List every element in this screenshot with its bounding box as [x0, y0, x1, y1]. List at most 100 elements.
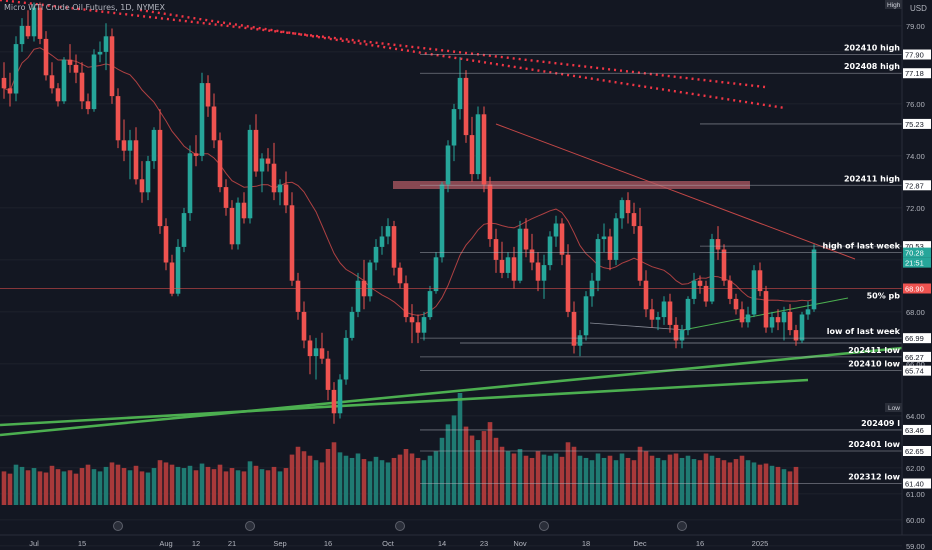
candle-body[interactable] — [157, 129, 163, 227]
candle-body[interactable] — [457, 77, 463, 110]
candle-body[interactable] — [775, 317, 781, 323]
candle-body[interactable] — [211, 106, 217, 141]
time-axis[interactable]: Jul 15 Aug 12 21 Sep 16 Oct 14 23 Nov 18 Dec 16 2025 — [0, 521, 932, 549]
candle-body[interactable] — [43, 38, 49, 76]
candle-body[interactable] — [139, 179, 145, 193]
horizontal-levels[interactable]: 202410 high 202408 high 202411 high high of… — [0, 44, 902, 484]
candle-body[interactable] — [481, 114, 487, 185]
candle-body[interactable] — [79, 72, 85, 102]
candle-body[interactable] — [625, 200, 631, 214]
candle-body[interactable] — [97, 51, 103, 55]
candle-body[interactable] — [145, 161, 151, 193]
candle-body[interactable] — [229, 207, 235, 245]
candle-body[interactable] — [445, 145, 451, 185]
candle-body[interactable] — [679, 330, 685, 341]
candle-body[interactable] — [235, 202, 241, 245]
candle-body[interactable] — [379, 236, 385, 247]
candle-body[interactable] — [49, 75, 55, 89]
candle-body[interactable] — [91, 54, 97, 110]
candle-body[interactable] — [697, 280, 703, 286]
candle-body[interactable] — [121, 140, 127, 151]
candle-body[interactable] — [709, 239, 715, 302]
candle-body[interactable] — [217, 140, 223, 188]
candle-body[interactable] — [25, 25, 31, 37]
candle-body[interactable] — [19, 25, 25, 45]
candle-body[interactable] — [103, 36, 109, 52]
candle-body[interactable] — [67, 59, 73, 65]
candle-body[interactable] — [631, 213, 637, 227]
candle-body[interactable] — [133, 140, 139, 180]
candle-body[interactable] — [541, 265, 547, 281]
candle-body[interactable] — [175, 246, 181, 294]
candle-body[interactable] — [523, 228, 529, 250]
candle-body[interactable] — [703, 285, 709, 302]
candle-body[interactable] — [583, 296, 589, 336]
candle-body[interactable] — [313, 348, 319, 357]
candle-body[interactable] — [691, 280, 697, 299]
candle-body[interactable] — [199, 83, 205, 156]
candle-body[interactable] — [421, 317, 427, 333]
candle-body[interactable] — [685, 298, 691, 331]
candle-body[interactable] — [289, 205, 295, 281]
candle-body[interactable] — [463, 77, 469, 136]
candle-body[interactable] — [307, 340, 313, 357]
candle-body[interactable] — [343, 337, 349, 380]
candle-body[interactable] — [505, 257, 511, 273]
candle-body[interactable] — [31, 7, 37, 37]
candle-body[interactable] — [811, 249, 817, 310]
candle-body[interactable] — [427, 291, 433, 318]
candle-body[interactable] — [277, 184, 283, 193]
candle-body[interactable] — [115, 96, 121, 141]
candle-body[interactable] — [595, 239, 601, 281]
candle-body[interactable] — [655, 317, 661, 320]
candle-body[interactable] — [373, 246, 379, 263]
candle-body[interactable] — [469, 135, 475, 175]
candle-body[interactable] — [565, 254, 571, 312]
candle-body[interactable] — [511, 257, 517, 281]
candle-body[interactable] — [61, 59, 67, 102]
candle-body[interactable] — [433, 257, 439, 292]
candle-body[interactable] — [667, 301, 673, 325]
candle-body[interactable] — [721, 249, 727, 281]
candle-body[interactable] — [259, 158, 265, 172]
candle-body[interactable] — [253, 129, 259, 172]
candle-body[interactable] — [295, 280, 301, 312]
candle-body[interactable] — [283, 184, 289, 206]
candle-body[interactable] — [451, 109, 457, 146]
candle-body[interactable] — [661, 301, 667, 318]
candle-body[interactable] — [13, 44, 19, 94]
candle-body[interactable] — [367, 262, 373, 297]
candle-body[interactable] — [787, 311, 793, 331]
candle-body[interactable] — [487, 184, 493, 240]
candle-body[interactable] — [109, 36, 115, 97]
candle-body[interactable] — [619, 200, 625, 219]
candle-body[interactable] — [151, 129, 157, 162]
candle-body[interactable] — [517, 228, 523, 281]
candle-body[interactable] — [223, 187, 229, 208]
candle-body[interactable] — [355, 280, 361, 312]
candle-body[interactable] — [409, 317, 415, 323]
candle-body[interactable] — [193, 153, 199, 156]
price-axis[interactable]: 58.0059.0060.0061.0062.0064.0066.0068.00… — [885, 0, 932, 550]
candle-body[interactable] — [577, 335, 583, 346]
candle-body[interactable] — [1, 77, 7, 89]
candle-body[interactable] — [85, 101, 91, 110]
candle-body[interactable] — [571, 311, 577, 346]
candle-body[interactable] — [727, 280, 733, 299]
candle-body[interactable] — [247, 129, 253, 219]
candle-body[interactable] — [745, 314, 751, 323]
candle-body[interactable] — [769, 317, 775, 328]
candle-body[interactable] — [163, 226, 169, 263]
candle-body[interactable] — [127, 140, 133, 151]
candle-body[interactable] — [613, 218, 619, 260]
candle-body[interactable] — [559, 223, 565, 255]
candle-body[interactable] — [643, 280, 649, 310]
candle-body[interactable] — [499, 259, 505, 273]
candle-body[interactable] — [319, 348, 325, 359]
candle-body[interactable] — [187, 153, 193, 214]
candle-body[interactable] — [553, 223, 559, 237]
candle-body[interactable] — [403, 283, 409, 318]
candle-body[interactable] — [349, 311, 355, 338]
candle-body[interactable] — [37, 7, 43, 39]
